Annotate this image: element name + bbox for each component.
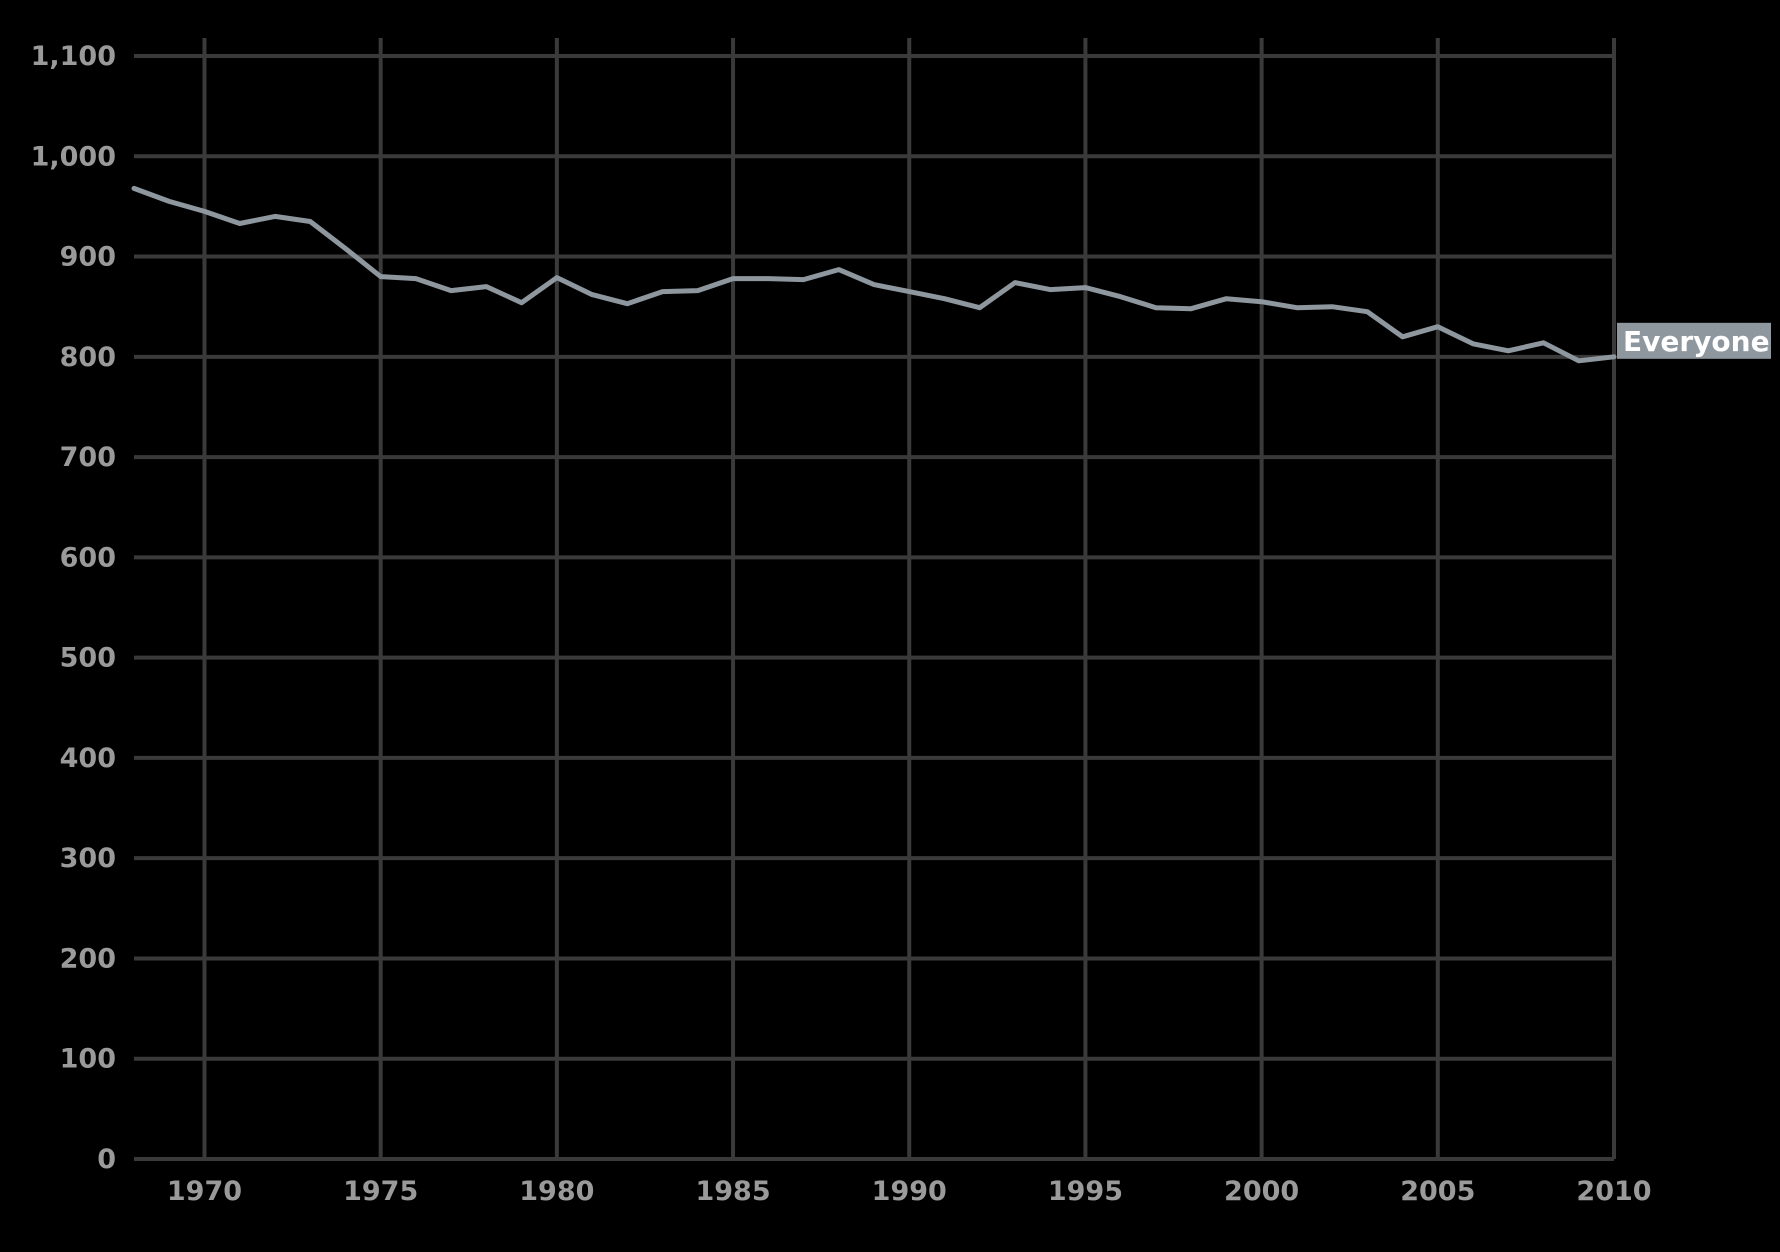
x-tick-label: 1975 — [343, 1176, 418, 1207]
y-tick-label: 700 — [60, 442, 116, 473]
y-tick-label: 400 — [60, 743, 116, 774]
series-label-background — [1617, 322, 1771, 359]
series-label: Everyone — [1623, 325, 1770, 358]
y-tick-label: 800 — [60, 342, 116, 373]
y-tick-label: 0 — [97, 1144, 116, 1175]
series-line-everyone — [131, 185, 1617, 364]
x-tick-label: 1980 — [519, 1176, 594, 1207]
y-tick-label: 200 — [60, 943, 116, 974]
x-tick-label: 2010 — [1576, 1176, 1651, 1207]
y-tick-label: 300 — [60, 843, 116, 874]
y-tick-label: 100 — [60, 1044, 116, 1075]
series-lines — [131, 185, 1617, 364]
y-tick-label: 600 — [60, 542, 116, 573]
x-tick-label: 2000 — [1224, 1176, 1299, 1207]
y-tick-label: 1,100 — [31, 41, 116, 72]
grid-lines — [134, 38, 1616, 1161]
x-axis-tick-labels: 1970 1975 1980 1985 1990 1995 2000 2005 2010 — [167, 1176, 1652, 1207]
x-tick-label: 1985 — [695, 1176, 770, 1207]
x-tick-label: 2005 — [1400, 1176, 1475, 1207]
series-end-labels: Everyone — [1617, 322, 1771, 359]
x-tick-label: 1990 — [872, 1176, 947, 1207]
y-axis-tick-labels: 0 100 200 300 400 500 600 700 800 900 1,000 1,100 — [31, 41, 116, 1175]
y-tick-label: 500 — [60, 643, 116, 674]
x-tick-label: 1995 — [1048, 1176, 1123, 1207]
y-tick-label: 1,000 — [31, 141, 116, 172]
y-tick-label: 900 — [60, 242, 116, 273]
x-tick-label: 1970 — [167, 1176, 242, 1207]
